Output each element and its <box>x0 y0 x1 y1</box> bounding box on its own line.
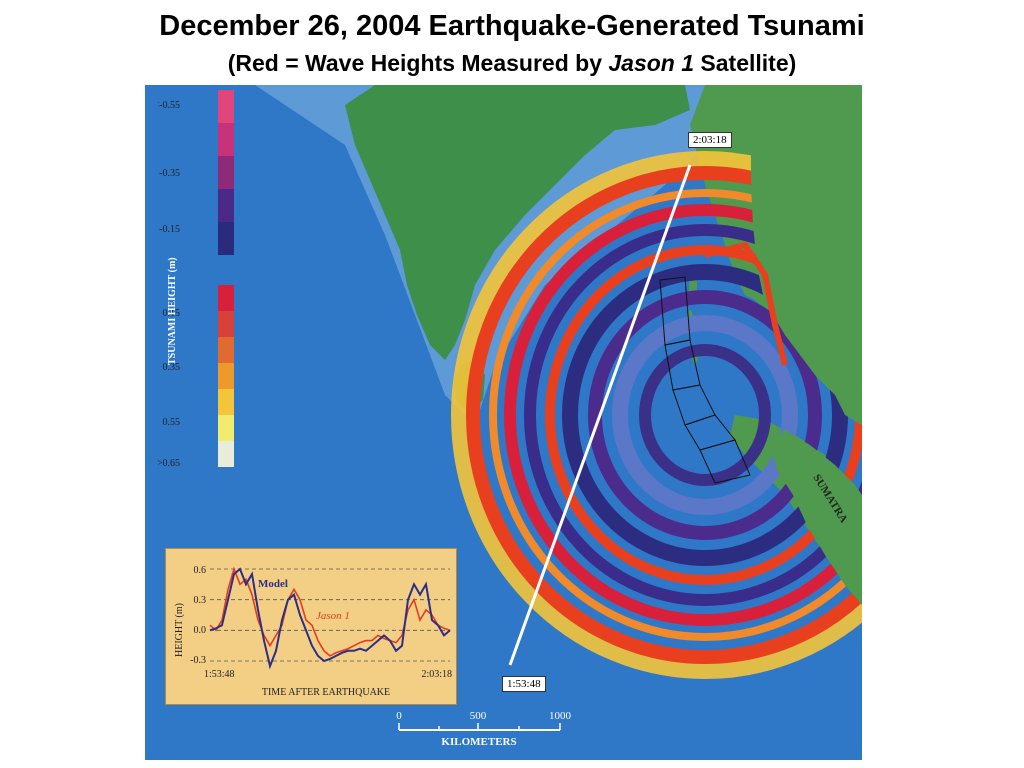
fault-rupture-zone <box>659 276 751 484</box>
y-tick-label: -0.3 <box>190 655 206 666</box>
legend-swatch <box>218 337 234 363</box>
subtitle-prefix: (Red = Wave Heights Measured by <box>227 50 609 76</box>
y-axis-label: HEIGHT (m) <box>174 603 185 657</box>
legend-tick: 0.15 <box>163 308 181 319</box>
scale-ticks <box>398 723 561 730</box>
height-color-legend: <-0.55 -0.35 -0.15 0.15 0.35 0.55 >0.65 … <box>158 90 234 469</box>
scale-tick-label: 500 <box>470 710 487 722</box>
negative-color-swatches <box>218 90 234 255</box>
legend-swatch <box>218 222 234 255</box>
legend-swatch <box>218 189 234 222</box>
x-axis-label: TIME AFTER EARTHQUAKE <box>262 687 390 698</box>
inset-chart-panel: 0.6 0.3 0.0 -0.3 HEIGHT (m) Model Jason … <box>165 548 457 705</box>
jason-1-track <box>508 164 692 666</box>
legend-swatch <box>218 285 234 311</box>
legend-tick: <-0.55 <box>158 100 180 111</box>
legend-swatch <box>218 363 234 389</box>
legend-swatch <box>218 311 234 337</box>
scale-bar: 0 500 1000 KILOMETERS <box>396 710 572 748</box>
track-start-label: 1:53:48 <box>502 676 546 692</box>
legend-swatch <box>218 156 234 189</box>
series-label-model: Model <box>258 578 288 590</box>
y-tick-label: 0.3 <box>194 595 207 606</box>
scale-tick-label: 0 <box>396 710 402 722</box>
coastal-wave-highlight <box>704 241 788 366</box>
inset-gridlines <box>210 568 450 662</box>
subtitle-suffix: Satellite) <box>694 50 797 76</box>
legend-swatch <box>218 441 234 467</box>
legend-tick: 0.35 <box>163 362 181 373</box>
legend-axis-label: TSUNAMI HEIGHT (m) <box>167 257 178 365</box>
x-start-label: 1:53:48 <box>204 669 235 680</box>
track-end-time: 2:03:18 <box>693 134 727 146</box>
track-end-label: 2:03:18 <box>688 132 732 148</box>
legend-swatch <box>218 389 234 415</box>
inset-height-chart: 0.6 0.3 0.0 -0.3 HEIGHT (m) Model Jason … <box>174 565 452 698</box>
series-line-jason-1 <box>209 566 451 657</box>
track-start-time: 1:53:48 <box>507 678 541 690</box>
subtitle-satellite: Jason 1 <box>608 50 695 76</box>
legend-swatch <box>218 123 234 156</box>
legend-tick: >0.65 <box>158 458 180 469</box>
scale-unit-label: KILOMETERS <box>441 736 516 748</box>
series-line-model <box>209 567 451 670</box>
legend-tick: -0.15 <box>159 224 180 235</box>
legend-tick: 0.55 <box>163 417 181 428</box>
x-end-label: 2:03:18 <box>421 669 452 680</box>
series-label-jason-1: Jason 1 <box>316 610 350 622</box>
scale-tick-label: 1000 <box>549 710 572 722</box>
positive-color-swatches <box>218 285 234 467</box>
sumatra-overlay <box>770 430 862 605</box>
y-tick-label: 0.6 <box>194 565 207 576</box>
legend-swatch <box>218 90 234 123</box>
tsunami-wave-fronts <box>451 151 862 679</box>
page-subtitle: (Red = Wave Heights Measured by Jason 1 … <box>0 50 1024 77</box>
legend-swatch <box>218 415 234 441</box>
y-tick-label: 0.0 <box>194 625 207 636</box>
legend-tick: -0.35 <box>159 168 180 179</box>
southeast-asia-landmass-overlay <box>751 85 862 425</box>
india-landmass <box>345 85 690 360</box>
page-title: December 26, 2004 Earthquake-Generated T… <box>159 10 865 42</box>
